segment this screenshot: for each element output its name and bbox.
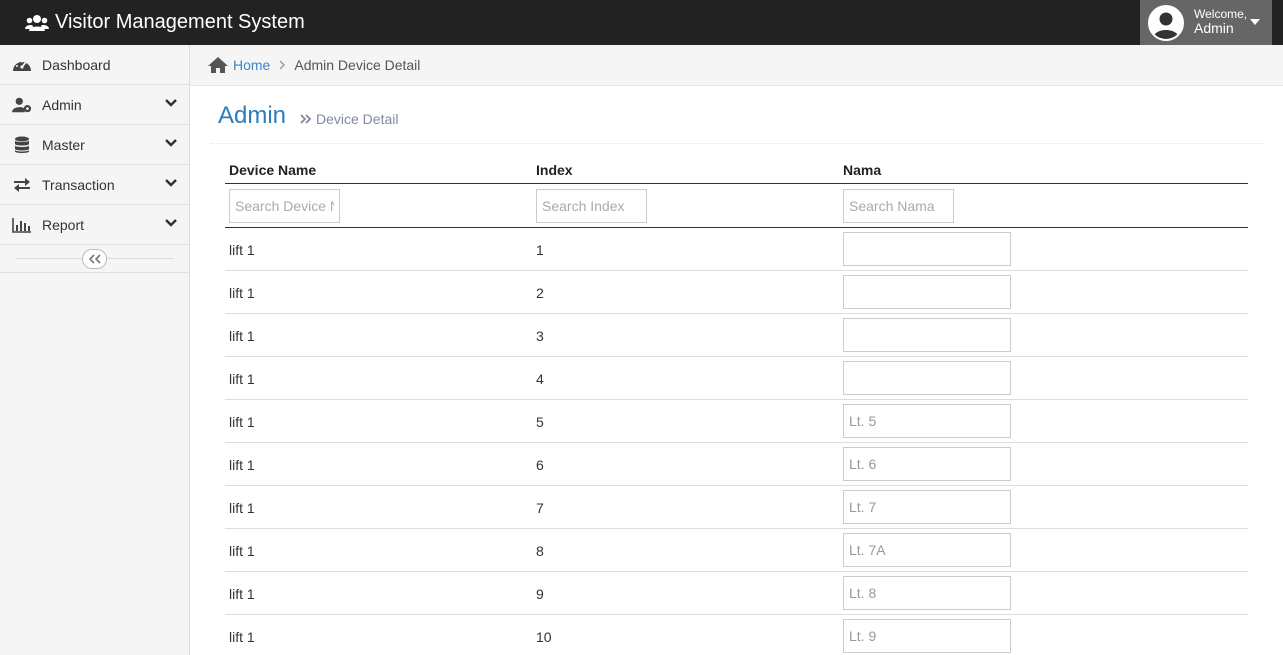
user-gear-icon — [12, 95, 32, 115]
exchange-icon — [12, 175, 32, 195]
index-cell: 3 — [536, 328, 544, 344]
sidebar-item-label: Master — [42, 136, 85, 153]
table-row: lift 1 5 — [225, 400, 1248, 443]
breadcrumb-home-link[interactable]: Home — [233, 57, 271, 73]
dashboard-icon — [12, 55, 32, 75]
nama-input[interactable] — [843, 404, 1011, 438]
home-icon — [208, 57, 228, 73]
table-row: lift 1 1 — [225, 228, 1248, 271]
breadcrumb-current: Admin Device Detail — [294, 57, 421, 73]
index-cell: 4 — [536, 371, 544, 387]
device-name-cell: lift 1 — [229, 242, 255, 258]
user-menu[interactable]: Welcome, Admin — [1140, 0, 1272, 45]
sidebar-item-master[interactable]: Master — [0, 125, 189, 165]
index-cell: 6 — [536, 457, 544, 473]
table-row: lift 1 2 — [225, 271, 1248, 314]
avatar — [1148, 4, 1184, 41]
page-subtitle-text: Device Detail — [316, 111, 399, 127]
index-cell: 9 — [536, 586, 544, 602]
page-subtitle: Device Detail — [300, 111, 398, 127]
device-name-cell: lift 1 — [229, 414, 255, 430]
table-row: lift 1 4 — [225, 357, 1248, 400]
table-row: lift 1 7 — [225, 486, 1248, 529]
top-navbar: Visitor Management System Welcome, Admin — [0, 0, 1283, 45]
breadcrumb: Home Admin Device Detail — [190, 45, 1283, 86]
device-name-cell: lift 1 — [229, 500, 255, 516]
user-name: Admin — [1194, 20, 1234, 37]
nama-input[interactable] — [843, 576, 1011, 610]
column-header-index[interactable]: Index — [536, 162, 573, 178]
sidebar: Dashboard Admin Master Transaction Repor… — [0, 45, 190, 655]
nama-input[interactable] — [843, 361, 1011, 395]
nama-input[interactable] — [843, 232, 1011, 266]
search-nama-input[interactable] — [843, 189, 954, 223]
device-name-cell: lift 1 — [229, 371, 255, 387]
welcome-label: Welcome, — [1194, 7, 1248, 22]
page-header: Admin Device Detail — [210, 86, 1263, 144]
sidebar-collapse-row — [0, 245, 189, 273]
sidebar-item-transaction[interactable]: Transaction — [0, 165, 189, 205]
index-cell: 8 — [536, 543, 544, 559]
caret-down-icon — [1250, 19, 1260, 25]
table-row: lift 1 9 — [225, 572, 1248, 615]
search-device-name-input[interactable] — [229, 189, 340, 223]
search-index-input[interactable] — [536, 189, 647, 223]
double-chevron-left-icon — [88, 254, 101, 264]
index-cell: 5 — [536, 414, 544, 430]
table-row: lift 1 10 — [225, 615, 1248, 655]
nama-input[interactable] — [843, 447, 1011, 481]
chevron-down-icon — [165, 219, 177, 227]
device-name-cell: lift 1 — [229, 586, 255, 602]
chevron-down-icon — [165, 139, 177, 147]
device-name-cell: lift 1 — [229, 543, 255, 559]
device-name-cell: lift 1 — [229, 328, 255, 344]
sidebar-item-dashboard[interactable]: Dashboard — [0, 45, 189, 85]
database-icon — [12, 135, 32, 155]
device-name-cell: lift 1 — [229, 457, 255, 473]
app-brand[interactable]: Visitor Management System — [25, 0, 305, 45]
index-cell: 1 — [536, 242, 544, 258]
column-header-device-name[interactable]: Device Name — [229, 162, 317, 178]
nama-input[interactable] — [843, 318, 1011, 352]
sidebar-item-label: Admin — [42, 96, 82, 113]
users-icon — [25, 14, 49, 31]
chevron-down-icon — [165, 179, 177, 187]
table-row: lift 1 8 — [225, 529, 1248, 572]
table-header: Device Name Index Nama — [225, 155, 1248, 184]
chevron-right-icon — [279, 60, 286, 70]
user-avatar-icon — [1153, 12, 1179, 39]
sidebar-item-admin[interactable]: Admin — [0, 85, 189, 125]
sidebar-item-label: Transaction — [42, 176, 115, 193]
table-row: lift 1 3 — [225, 314, 1248, 357]
device-name-cell: lift 1 — [229, 629, 255, 645]
table-row: lift 1 6 — [225, 443, 1248, 486]
index-cell: 2 — [536, 285, 544, 301]
sidebar-item-label: Report — [42, 216, 85, 233]
device-name-cell: lift 1 — [229, 285, 255, 301]
user-info: Welcome, Admin — [1194, 8, 1247, 37]
column-header-nama[interactable]: Nama — [843, 162, 882, 178]
page-title: Admin — [218, 102, 287, 129]
nama-input[interactable] — [843, 533, 1011, 567]
chevron-down-icon — [165, 99, 177, 107]
sidebar-item-report[interactable]: Report — [0, 205, 189, 245]
nama-input[interactable] — [843, 619, 1011, 653]
nama-input[interactable] — [843, 490, 1011, 524]
double-chevron-right-icon — [300, 114, 312, 124]
app-title: Visitor Management System — [55, 11, 305, 33]
index-cell: 7 — [536, 500, 544, 516]
filter-row — [225, 184, 1248, 228]
sidebar-collapse-button[interactable] — [82, 249, 107, 269]
nama-input[interactable] — [843, 275, 1011, 309]
index-cell: 10 — [536, 629, 552, 645]
bar-chart-icon — [12, 215, 32, 235]
sidebar-item-label: Dashboard — [42, 56, 111, 73]
